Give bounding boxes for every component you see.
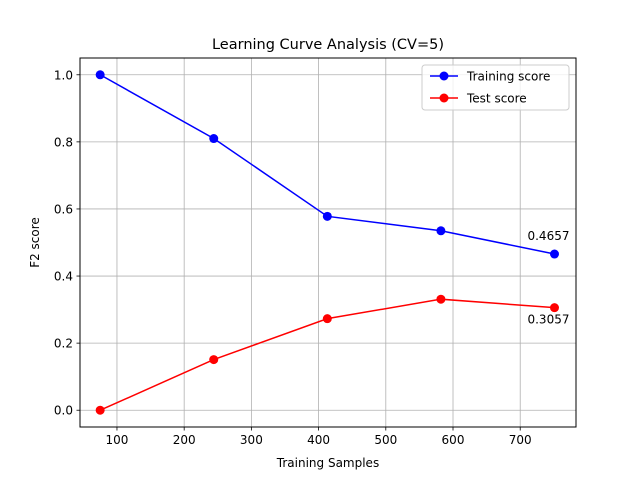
data-label: 0.3057: [527, 313, 569, 327]
x-tick-label: 700: [509, 433, 532, 447]
data-point: [209, 134, 219, 144]
x-axis-ticks: 100 200 300 400 500 600 700: [106, 427, 532, 447]
legend-marker: [439, 93, 449, 103]
data-point: [95, 70, 105, 80]
y-tick-label: 0.6: [54, 202, 73, 216]
y-tick-label: 0.2: [54, 337, 73, 351]
y-axis-ticks: 0.0 0.2 0.4 0.6 0.8 1.0: [54, 68, 80, 418]
data-labels: 0.4657 0.3057: [527, 229, 569, 327]
legend-label: Training score: [466, 70, 550, 84]
data-point: [436, 226, 446, 236]
chart-title: Learning Curve Analysis (CV=5): [212, 37, 444, 53]
legend-marker: [439, 71, 449, 81]
x-tick-label: 300: [240, 433, 263, 447]
y-tick-label: 1.0: [54, 68, 73, 82]
plot-frame: [79, 57, 577, 428]
x-axis-title: Training Samples: [276, 456, 379, 470]
x-tick-label: 200: [173, 433, 196, 447]
data-point: [436, 294, 446, 304]
data-point: [322, 314, 332, 324]
data-point: [549, 303, 559, 313]
legend-box: [421, 64, 570, 111]
data-label: 0.4657: [527, 229, 569, 243]
data-point: [95, 405, 105, 415]
x-tick-label: 400: [307, 433, 330, 447]
legend: Training score Test score: [421, 64, 570, 111]
x-tick-label: 100: [106, 433, 129, 447]
legend-label: Test score: [466, 92, 527, 106]
x-tick-label: 600: [442, 433, 465, 447]
y-tick-label: 0.0: [54, 404, 73, 418]
y-axis-title: F2 score: [28, 217, 42, 268]
data-series: [95, 70, 559, 415]
x-tick-label: 500: [374, 433, 397, 447]
data-point: [209, 355, 219, 365]
data-point: [322, 211, 332, 221]
y-tick-label: 0.4: [54, 270, 73, 284]
data-point: [549, 249, 559, 259]
y-tick-label: 0.8: [54, 135, 73, 149]
